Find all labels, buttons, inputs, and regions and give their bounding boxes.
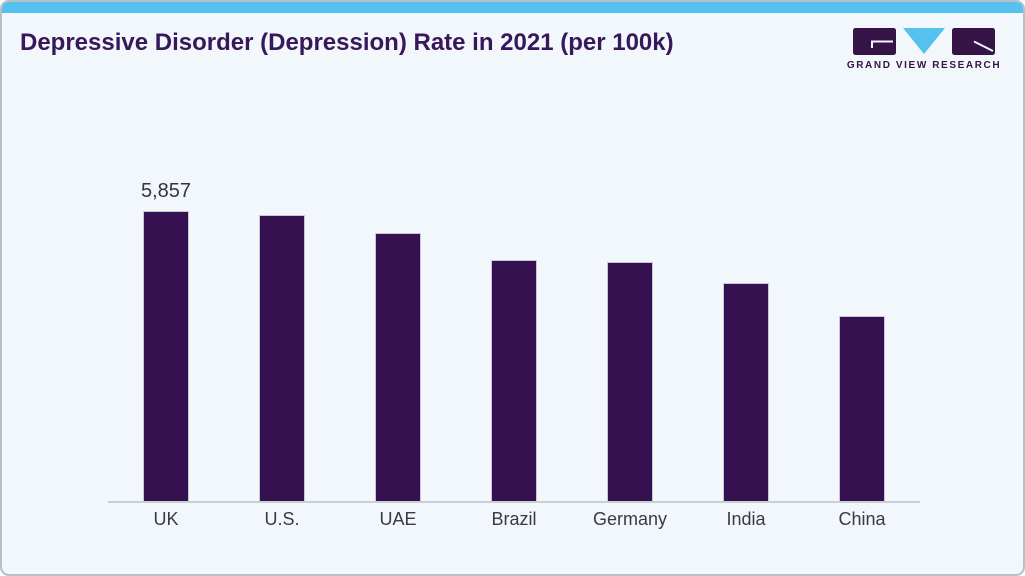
bar-china [839,316,885,502]
category-label-india: India [726,509,766,529]
category-label-brazil: Brazil [491,509,537,529]
top-accent-bar [2,2,1023,13]
brand-name: GRAND VIEW RESEARCH [846,60,1002,71]
category-label-china: China [838,509,886,529]
bar-group-china [804,162,920,502]
bar-germany [607,262,653,502]
bar-us [259,215,305,502]
x-axis-labels: UK U.S. UAE Brazil Germany India China [108,507,920,531]
category-label-germany: Germany [592,509,668,529]
brand-logo-icon [853,28,995,55]
bar-group-germany [572,162,688,502]
chart-title: Depressive Disorder (Depression) Rate in… [20,29,674,56]
bar-uk [143,211,189,502]
category-label-uae: UAE [379,509,417,529]
category-label-us: U.S. [264,509,300,529]
bar-group-us [224,162,340,502]
brand-logo: GRAND VIEW RESEARCH [847,28,1000,71]
bar-group-brazil [456,162,572,502]
bar-india [723,283,769,502]
bar-brazil [491,260,537,502]
category-label-uk: UK [153,509,179,529]
bar-group-uk: 5,857 [108,162,224,502]
bar-group-uae [340,162,456,502]
bar-uae [375,233,421,502]
bar-chart: 5,857 [108,162,920,502]
x-axis-line [108,501,920,503]
bar-value-label: 5,857 [140,180,192,202]
bar-group-india [688,162,804,502]
